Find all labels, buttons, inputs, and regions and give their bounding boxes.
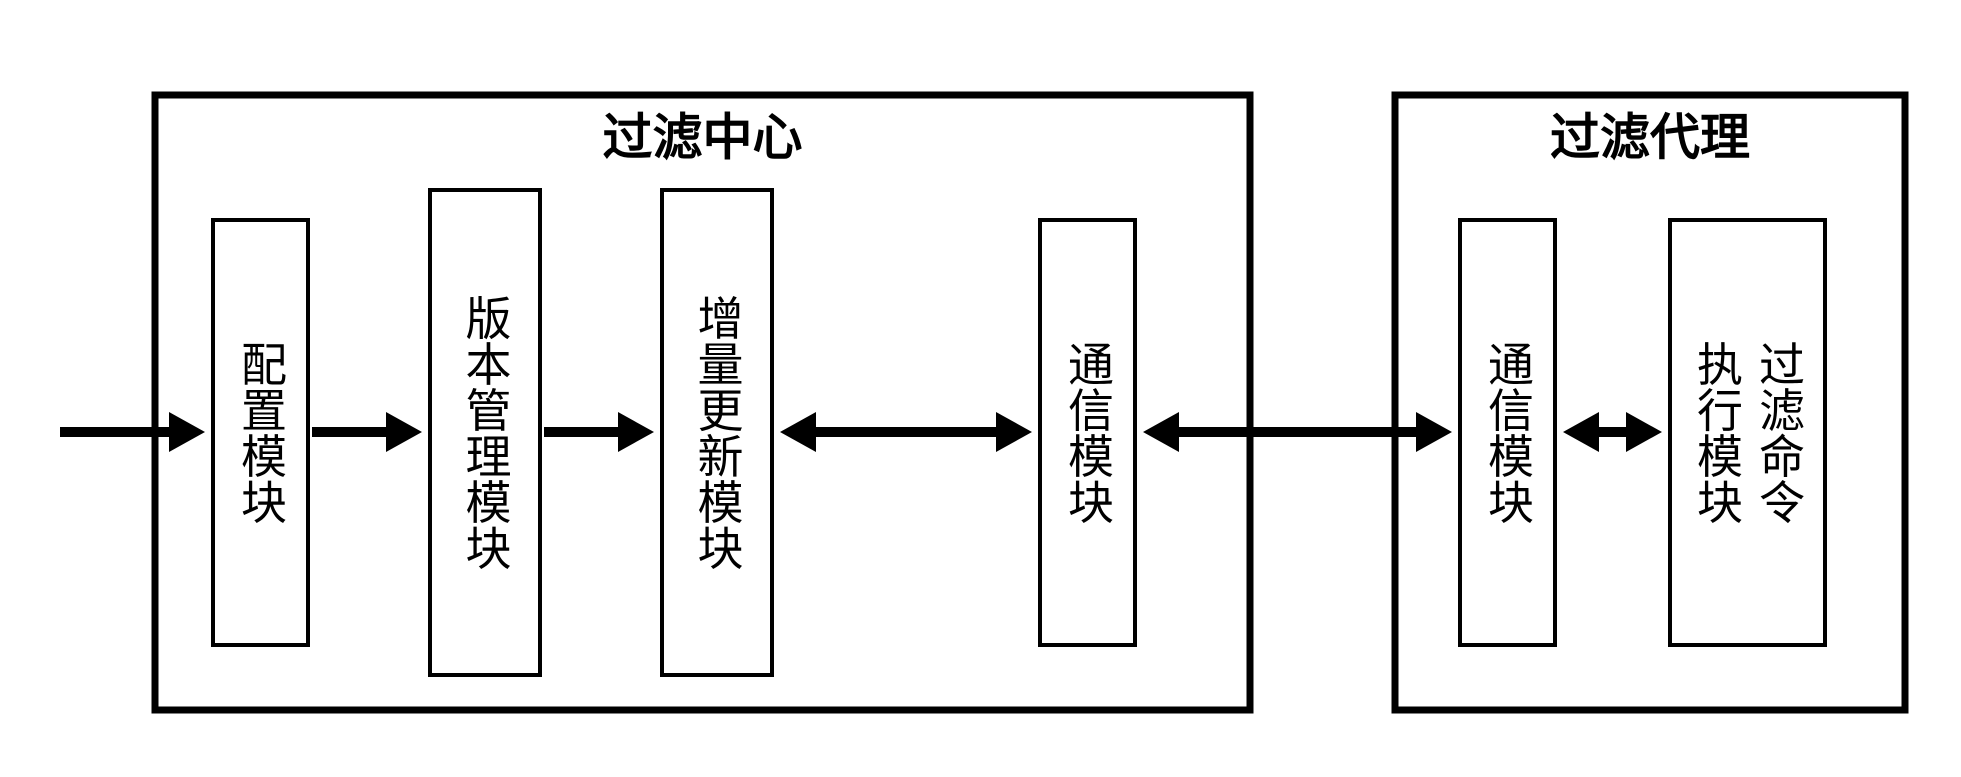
- module-version-label: 版本管理模块: [460, 295, 511, 571]
- module-exec-label-col2: 执行模块: [1691, 341, 1742, 525]
- module-exec-label-col1: 过滤命令: [1753, 341, 1804, 525]
- module-comm2-label: 通信模块: [1482, 341, 1533, 525]
- module-config-label: 配置模块: [235, 341, 286, 525]
- container-agent-title: 过滤代理: [1550, 109, 1750, 165]
- module-comm1-label: 通信模块: [1062, 341, 1113, 525]
- container-center-title: 过滤中心: [603, 109, 803, 165]
- module-incr-label: 增量更新模块: [692, 295, 743, 571]
